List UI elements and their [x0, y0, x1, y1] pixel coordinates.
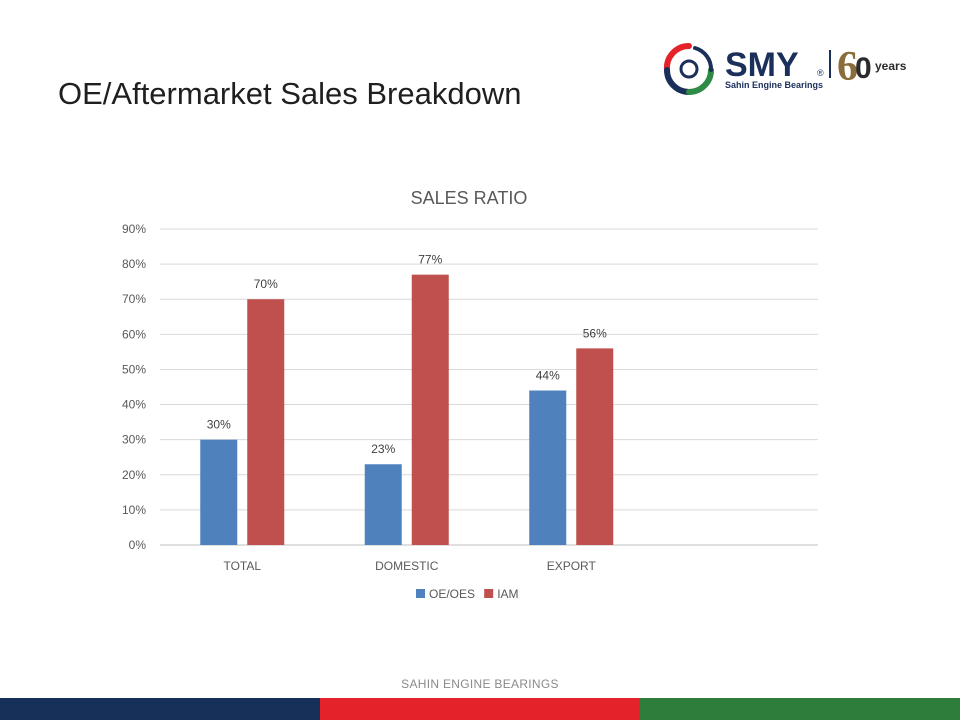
page-title: OE/Aftermarket Sales Breakdown [58, 76, 522, 111]
data-label: 70% [254, 277, 278, 291]
smy-logo: SMY ® Sahin Engine Bearings 6 0 years [663, 42, 907, 95]
logo-anniversary-number: 6 [837, 44, 858, 90]
bar-oe-oes [200, 439, 238, 545]
footer-stripe-navy [0, 698, 320, 720]
y-tick-label: 70% [122, 292, 146, 306]
footer-text: SAHIN ENGINE BEARINGS [401, 677, 559, 691]
bar-oe-oes [364, 464, 402, 545]
y-tick-label: 20% [122, 468, 146, 482]
footer-stripe-red [320, 698, 640, 720]
y-tick-label: 90% [122, 222, 146, 236]
footer-stripe-green [640, 698, 960, 720]
data-label: 23% [371, 442, 395, 456]
data-label: 30% [207, 418, 231, 432]
y-tick-label: 80% [122, 257, 146, 271]
logo-registered: ® [817, 68, 824, 78]
data-label: 56% [583, 326, 607, 340]
y-tick-label: 40% [122, 398, 146, 412]
y-tick-label: 60% [122, 327, 146, 341]
data-label: 44% [536, 369, 560, 383]
x-tick-label: DOMESTIC [375, 559, 439, 573]
y-tick-label: 0% [129, 538, 147, 552]
chart-title: SALES RATIO [411, 188, 528, 208]
swirl-emblem-icon [663, 42, 714, 95]
logo-anniversary-word: years [875, 59, 907, 73]
logo-anniversary-zero: 0 [855, 52, 872, 85]
bar-iam [411, 274, 449, 545]
y-tick-label: 50% [122, 362, 146, 376]
x-tick-label: EXPORT [547, 559, 597, 573]
y-tick-label: 10% [122, 503, 146, 517]
bar-oe-oes [529, 390, 567, 545]
bar-iam [576, 348, 614, 545]
data-label: 77% [418, 253, 442, 267]
legend-label: IAM [497, 587, 518, 601]
legend-swatch [484, 589, 494, 598]
legend-label: OE/OES [429, 587, 475, 601]
logo-tagline: Sahin Engine Bearings [725, 80, 823, 90]
legend-swatch [416, 589, 425, 598]
y-tick-label: 30% [122, 433, 146, 447]
logo-brand: SMY [725, 46, 799, 84]
x-tick-label: TOTAL [223, 559, 261, 573]
bar-iam [247, 299, 285, 545]
